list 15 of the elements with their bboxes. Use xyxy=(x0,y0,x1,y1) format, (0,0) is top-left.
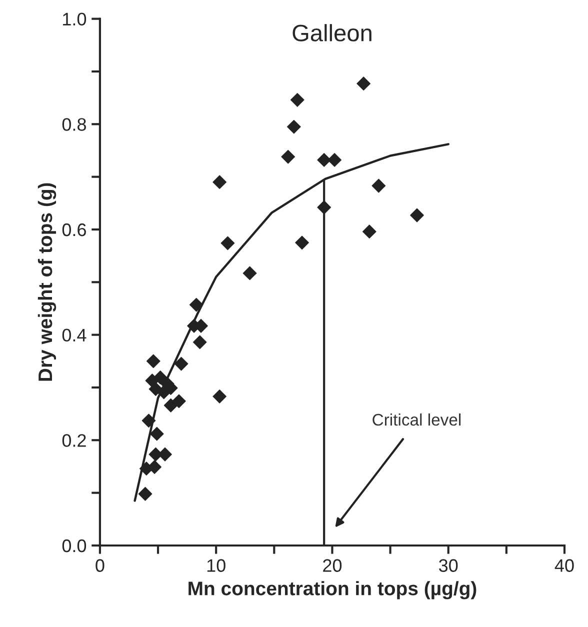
y-tick-label: 0.8 xyxy=(62,118,86,131)
x-tick-label: 0 xyxy=(96,559,104,572)
x-tick-label: 30 xyxy=(439,559,458,572)
ref-line-label: Critical level xyxy=(372,413,461,426)
x-tick-label: 40 xyxy=(554,559,574,572)
x-tick-label: 20 xyxy=(323,559,342,572)
x-axis-title: Mn concentration in tops (µg/g) xyxy=(188,581,476,600)
y-tick-label: 1.0 xyxy=(63,12,86,26)
chart-title: Galleon xyxy=(292,24,372,42)
y-tick-label: 0.6 xyxy=(62,223,86,236)
y-tick-label: 0.2 xyxy=(62,434,86,447)
x-tick-label: 10 xyxy=(207,559,226,572)
y-axis-title: Dry weight of tops (g) xyxy=(38,183,56,381)
y-tick-label: 0.0 xyxy=(62,539,86,552)
y-tick-label: 0.4 xyxy=(62,328,86,342)
